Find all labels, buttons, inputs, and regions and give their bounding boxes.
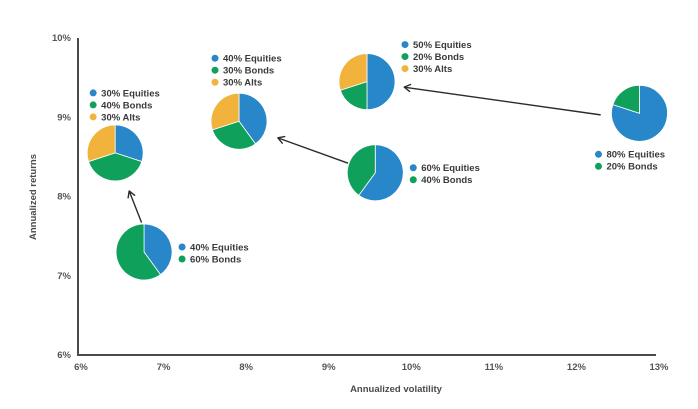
x-tick-label: 13% xyxy=(649,362,669,373)
legend-dot-bonds xyxy=(89,101,97,109)
legend-dot-bonds xyxy=(211,66,219,74)
pie-slice-alts xyxy=(86,124,116,163)
x-tick-label: 6% xyxy=(74,362,88,373)
legend-label: 30% Alts xyxy=(101,112,140,123)
pie-slice-equities xyxy=(143,223,173,276)
legend-dot-alts xyxy=(401,65,409,73)
pie-30-40-30 xyxy=(86,124,144,182)
trajectory-arrow-2 xyxy=(277,135,349,164)
y-tick-label: 9% xyxy=(57,112,71,123)
x-tick-label: 10% xyxy=(402,362,422,373)
legend-label: 40% Bonds xyxy=(101,100,152,111)
legend-label: 80% Equities xyxy=(606,150,665,161)
legend-dot-bonds xyxy=(594,162,602,170)
y-tick-label: 6% xyxy=(57,350,71,361)
pie-slice-equities xyxy=(366,53,396,110)
legend-label: 40% Bonds xyxy=(421,175,472,186)
pie-slice-alts xyxy=(338,53,368,91)
y-axis-title: Annualized returns xyxy=(28,154,39,240)
pie-slice-alts xyxy=(210,92,240,131)
x-tick-label: 11% xyxy=(485,362,504,373)
pie-40-60 xyxy=(115,223,173,281)
pie-slice-equities xyxy=(238,92,268,145)
legend-label: 30% Alts xyxy=(223,78,262,89)
x-tick-label: 7% xyxy=(157,362,171,373)
y-tick-label: 10% xyxy=(52,33,72,44)
x-axis-title: Annualized volatility xyxy=(350,384,443,395)
legend-label: 30% Equities xyxy=(101,88,160,99)
portfolio-pies xyxy=(86,53,668,281)
pie-slice-equities xyxy=(358,144,404,202)
legend-dot-bonds xyxy=(401,53,409,61)
legend-label: 30% Alts xyxy=(413,64,452,75)
legend-label: 20% Bonds xyxy=(413,52,464,63)
legend-dot-bonds xyxy=(409,176,417,184)
pie-slice-bonds xyxy=(88,152,143,182)
pie-slice-bonds xyxy=(612,84,640,114)
legend-dot-equities xyxy=(409,164,417,172)
trajectory-arrow-1 xyxy=(403,83,601,116)
legend-dot-alts xyxy=(89,113,97,121)
pie-slice-bonds xyxy=(211,120,257,150)
legend-label: 40% Equities xyxy=(223,54,282,65)
pie-slice-bonds xyxy=(346,144,376,196)
legend-dot-equities xyxy=(178,243,186,251)
pie-60-40 xyxy=(346,144,404,202)
legend-label: 30% Bonds xyxy=(223,66,274,77)
legend-label: 40% Equities xyxy=(190,242,249,253)
legend-dot-equities xyxy=(401,41,409,49)
y-tick-label: 7% xyxy=(57,271,71,282)
legend-dot-equities xyxy=(211,54,219,62)
legend-label: 50% Equities xyxy=(413,40,472,51)
y-tick-label: 8% xyxy=(57,192,71,203)
legend-dot-bonds xyxy=(178,255,186,263)
pie-80-20 xyxy=(611,84,668,142)
pie-40-30-30 xyxy=(210,92,268,150)
legend-dot-equities xyxy=(89,89,97,97)
axes xyxy=(77,38,656,356)
legend-dot-equities xyxy=(594,150,602,158)
trajectory-arrows xyxy=(127,83,601,223)
x-tick-label: 8% xyxy=(239,362,253,373)
x-tick-label: 9% xyxy=(322,362,336,373)
pie-slice-bonds xyxy=(115,223,162,281)
axis-tick-labels: 6% 7% 8% 9% 10% 11% 12% 13% 6% 7% 8% 9% 10% xyxy=(52,33,669,373)
x-tick-label: 12% xyxy=(567,362,587,373)
legend-label: 60% Equities xyxy=(421,163,480,174)
legend-label: 20% Bonds xyxy=(606,162,657,173)
pie-50-20-30 xyxy=(338,53,396,110)
pie-slice-equities xyxy=(114,124,144,163)
legend-label: 60% Bonds xyxy=(190,254,241,265)
trajectory-arrow-3 xyxy=(127,190,143,223)
legend-dot-alts xyxy=(211,78,219,86)
